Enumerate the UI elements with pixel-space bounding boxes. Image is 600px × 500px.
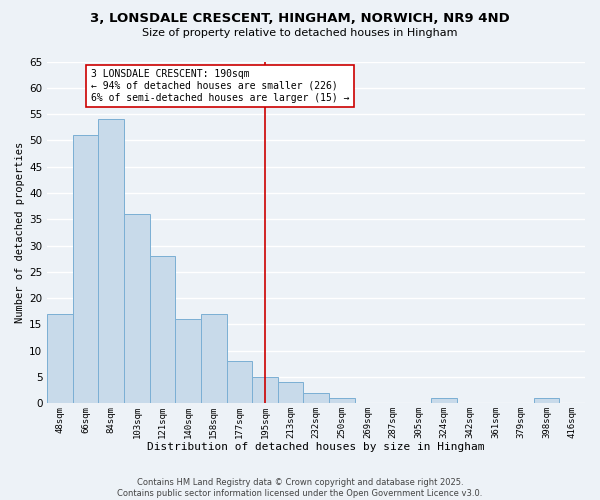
Bar bbox=[47, 314, 73, 404]
Bar bbox=[304, 393, 329, 404]
Text: Contains HM Land Registry data © Crown copyright and database right 2025.
Contai: Contains HM Land Registry data © Crown c… bbox=[118, 478, 482, 498]
Bar bbox=[227, 361, 252, 404]
Bar bbox=[175, 319, 201, 404]
Bar bbox=[534, 398, 559, 404]
X-axis label: Distribution of detached houses by size in Hingham: Distribution of detached houses by size … bbox=[148, 442, 485, 452]
Bar bbox=[98, 120, 124, 404]
Bar bbox=[73, 135, 98, 404]
Text: 3 LONSDALE CRESCENT: 190sqm
← 94% of detached houses are smaller (226)
6% of sem: 3 LONSDALE CRESCENT: 190sqm ← 94% of det… bbox=[91, 70, 349, 102]
Bar bbox=[431, 398, 457, 404]
Text: 3, LONSDALE CRESCENT, HINGHAM, NORWICH, NR9 4ND: 3, LONSDALE CRESCENT, HINGHAM, NORWICH, … bbox=[90, 12, 510, 26]
Bar bbox=[278, 382, 304, 404]
Bar bbox=[201, 314, 227, 404]
Y-axis label: Number of detached properties: Number of detached properties bbox=[15, 142, 25, 323]
Bar bbox=[252, 377, 278, 404]
Text: Size of property relative to detached houses in Hingham: Size of property relative to detached ho… bbox=[142, 28, 458, 38]
Bar bbox=[150, 256, 175, 404]
Bar bbox=[329, 398, 355, 404]
Bar bbox=[124, 214, 150, 404]
